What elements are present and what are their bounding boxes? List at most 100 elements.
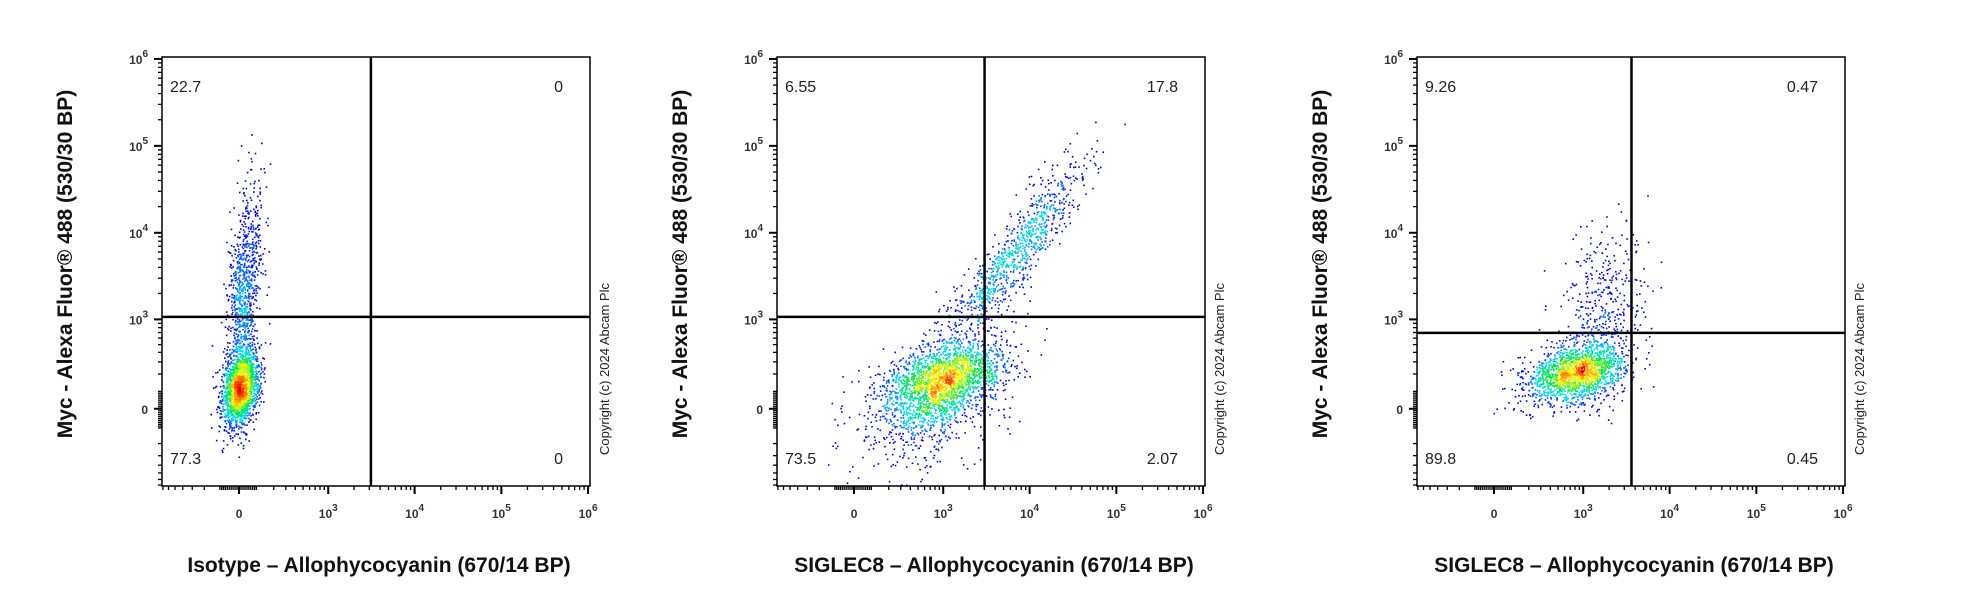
event-dot	[1014, 264, 1016, 266]
event-dot	[234, 389, 236, 392]
event-dot	[243, 374, 245, 376]
event-dot	[243, 411, 246, 414]
event-dot	[231, 313, 233, 315]
event-dot	[965, 335, 968, 338]
event-dot	[252, 414, 254, 416]
event-dot	[254, 349, 257, 352]
event-dot	[222, 408, 224, 410]
event-dot	[1020, 227, 1023, 229]
event-dot	[247, 412, 250, 414]
event-dot	[959, 351, 962, 354]
event-dot	[912, 352, 915, 355]
event-dot	[1025, 245, 1028, 247]
event-dot	[954, 323, 956, 326]
event-dot	[229, 435, 232, 438]
event-dot	[239, 323, 241, 326]
event-dot	[993, 385, 995, 387]
event-dot	[238, 381, 240, 384]
event-dot	[998, 304, 1000, 306]
event-dot	[835, 447, 838, 450]
event-dot	[234, 309, 236, 312]
event-dot	[247, 380, 250, 382]
event-dot	[231, 394, 234, 397]
event-dot	[1005, 278, 1008, 281]
event-dot	[1042, 216, 1044, 218]
event-dot	[888, 393, 891, 396]
event-dot	[244, 400, 246, 403]
event-dot	[929, 450, 932, 453]
event-dot	[886, 410, 888, 412]
event-dot	[239, 415, 241, 417]
event-dot	[240, 391, 243, 394]
event-dot	[252, 247, 254, 249]
event-dot	[946, 342, 948, 344]
event-dot	[234, 394, 236, 397]
event-dot	[1022, 245, 1024, 247]
event-dot	[246, 256, 248, 258]
event-dot	[249, 270, 251, 273]
event-dot	[1028, 242, 1030, 245]
event-dot	[234, 234, 236, 237]
event-dot	[1082, 178, 1084, 180]
event-dot	[242, 225, 245, 228]
event-dot	[255, 287, 258, 290]
event-dot	[986, 299, 989, 301]
event-dot	[1000, 331, 1003, 334]
event-dot	[245, 406, 248, 409]
event-dot	[938, 443, 940, 445]
event-dot	[247, 379, 249, 382]
event-dot	[1046, 202, 1049, 205]
event-dot	[919, 404, 922, 406]
event-dot	[1006, 309, 1008, 311]
event-dot	[1052, 207, 1055, 210]
event-dot	[254, 298, 256, 301]
quadrant-lower-right-percent: 0	[554, 451, 563, 468]
event-dot	[1097, 168, 1100, 170]
event-dot	[996, 297, 999, 299]
event-dot	[236, 407, 239, 410]
event-dot	[251, 272, 254, 275]
event-dot	[244, 333, 247, 335]
event-dot	[958, 348, 961, 351]
event-dot	[239, 360, 242, 362]
event-dot	[250, 228, 252, 231]
event-dot	[226, 314, 229, 317]
event-dot	[246, 279, 248, 282]
event-dot	[912, 367, 915, 369]
event-dot	[970, 322, 973, 325]
event-dot	[246, 403, 248, 405]
event-dot	[255, 266, 258, 268]
x-tick-exponent: 6	[592, 503, 598, 514]
event-dot	[1056, 228, 1058, 230]
event-dot	[1064, 173, 1066, 175]
event-dot	[234, 301, 236, 304]
event-dot	[971, 353, 974, 356]
event-dot	[234, 363, 236, 365]
event-dot	[874, 416, 877, 419]
event-dot	[223, 429, 226, 432]
event-dot	[903, 412, 905, 414]
event-dot	[238, 389, 241, 391]
event-dot	[910, 436, 913, 439]
event-dot	[247, 259, 250, 261]
event-dot	[234, 337, 236, 340]
event-dot	[234, 280, 237, 282]
event-dot	[912, 365, 914, 367]
event-dot	[873, 382, 875, 384]
event-dot	[1050, 182, 1052, 184]
event-dot	[238, 297, 240, 299]
event-dot	[1035, 249, 1038, 251]
event-dot	[263, 248, 266, 250]
event-dot	[909, 399, 912, 401]
event-dot	[233, 398, 235, 401]
event-dot	[1040, 215, 1042, 217]
event-dot	[222, 364, 224, 366]
event-dot	[935, 291, 938, 293]
event-dot	[929, 350, 931, 353]
event-dot	[1036, 245, 1039, 248]
event-dot	[232, 362, 235, 365]
y-tick-base: 10	[129, 313, 143, 327]
event-dot	[237, 236, 239, 238]
event-dot	[958, 343, 960, 345]
event-dot	[989, 278, 991, 281]
